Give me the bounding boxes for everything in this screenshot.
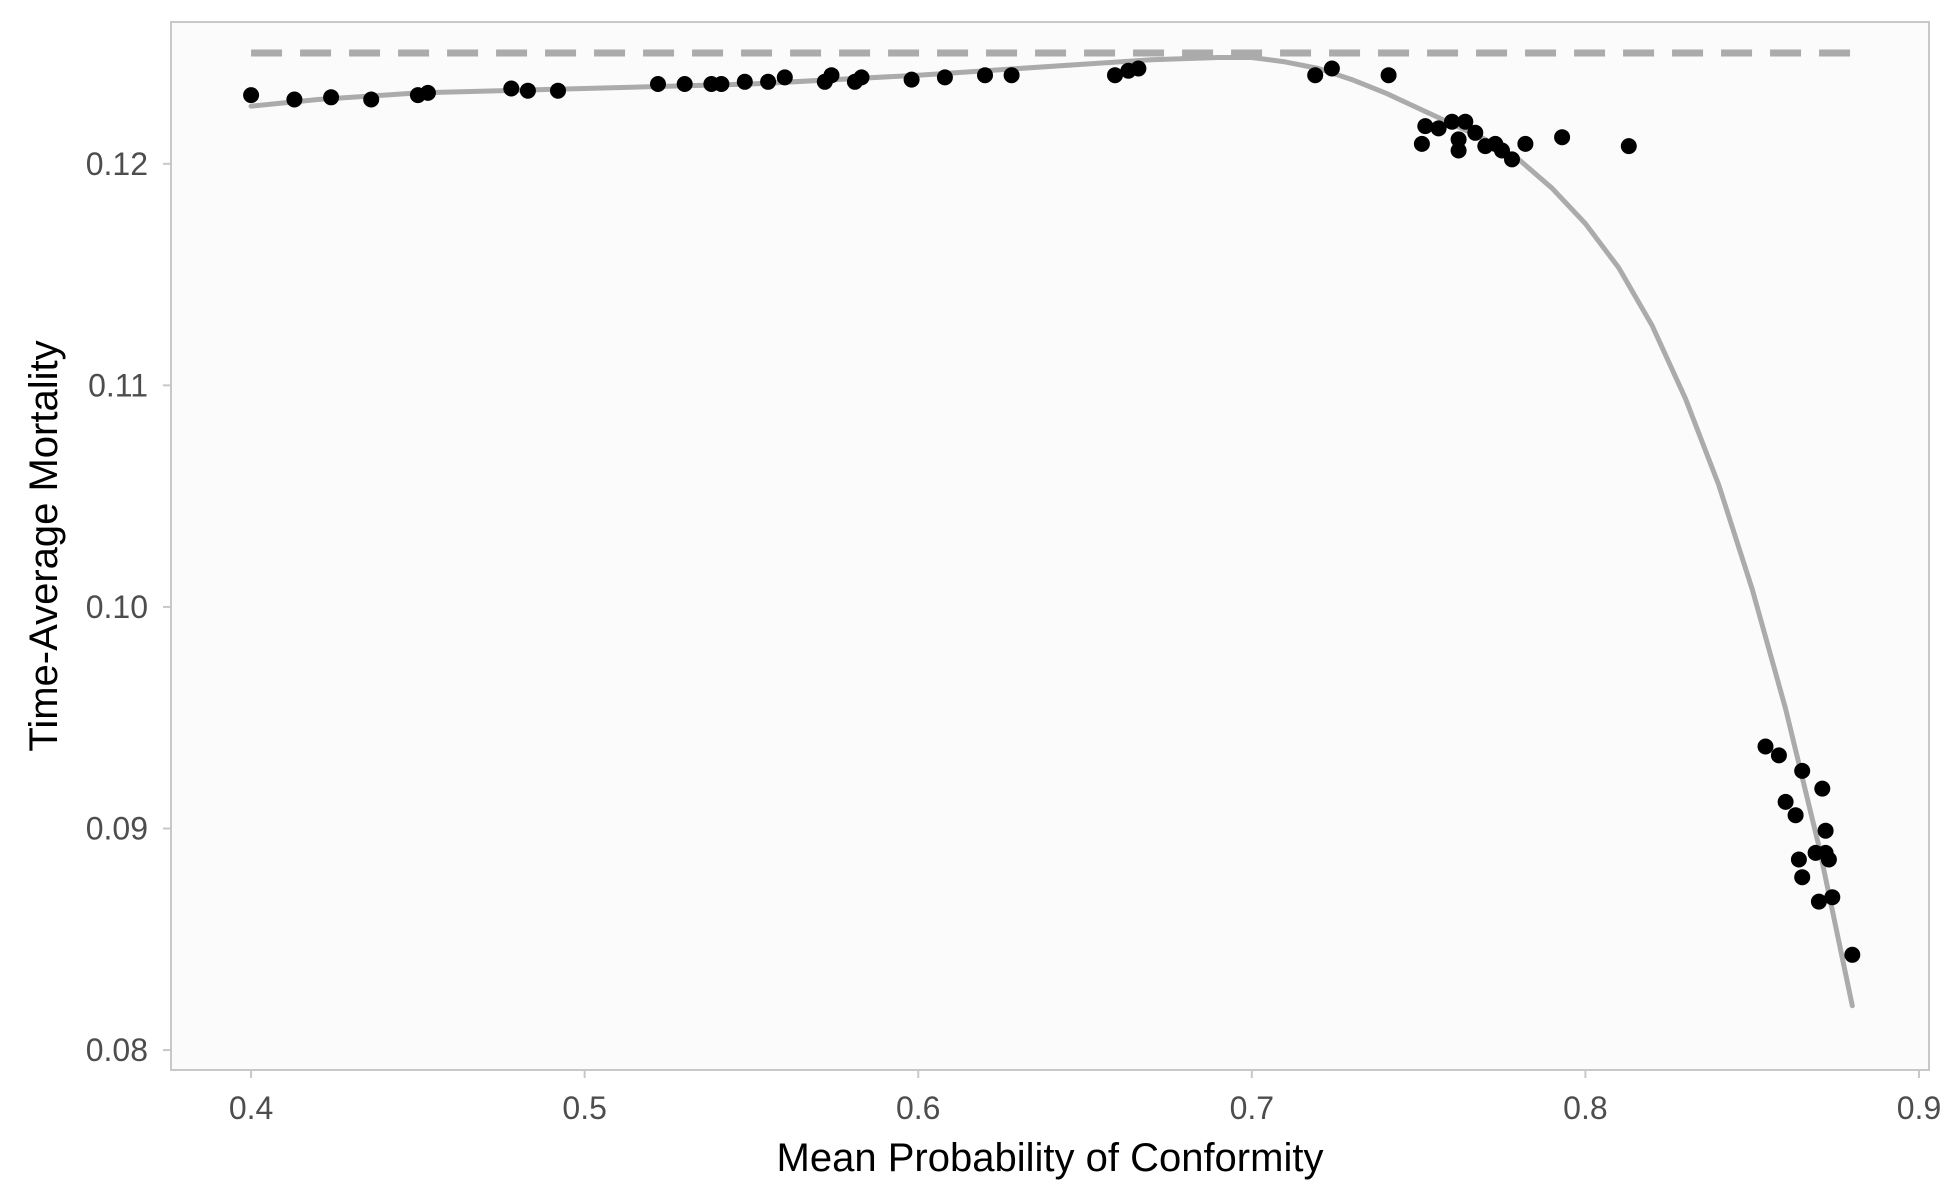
data-point-55 — [1817, 822, 1834, 839]
y-tick-label: 0.08 — [86, 1032, 148, 1068]
plot-panel — [170, 21, 1930, 1071]
data-point-58 — [1824, 889, 1841, 906]
x-tick-label: 0.7 — [1230, 1090, 1274, 1126]
data-point-32 — [1430, 120, 1447, 137]
data-point-26 — [1130, 60, 1147, 77]
data-point-59 — [1844, 946, 1861, 963]
y-axis-ticks: 0.08 0.09 0.10 0.11 0.12 — [86, 146, 171, 1068]
data-point-23 — [1003, 67, 1020, 84]
data-point-37 — [1467, 124, 1484, 141]
x-tick-label: 0.4 — [229, 1090, 273, 1126]
data-point-51 — [1794, 762, 1811, 779]
data-point-53 — [1810, 893, 1827, 910]
data-point-8 — [550, 82, 566, 99]
data-point-49 — [1790, 851, 1807, 868]
data-point-34 — [1450, 131, 1467, 148]
y-tick-label: 0.09 — [86, 810, 148, 846]
data-point-33 — [1444, 113, 1460, 130]
data-point-50 — [1794, 869, 1811, 886]
data-point-12 — [713, 76, 730, 92]
data-point-27 — [1307, 67, 1324, 84]
y-tick-label: 0.11 — [88, 367, 148, 403]
data-point-9 — [650, 76, 666, 92]
data-point-57 — [1820, 851, 1837, 868]
data-point-1 — [286, 91, 303, 108]
x-axis-title: Mean Probability of Conformity — [777, 1136, 1324, 1180]
data-point-10 — [676, 76, 693, 92]
data-point-0 — [243, 87, 260, 104]
data-point-5 — [419, 84, 436, 101]
data-point-19 — [853, 69, 870, 86]
data-point-22 — [977, 67, 993, 84]
data-point-48 — [1787, 807, 1804, 824]
y-tick-label: 0.10 — [86, 589, 148, 625]
data-point-42 — [1517, 135, 1534, 152]
data-point-20 — [903, 71, 920, 88]
data-point-54 — [1814, 780, 1831, 797]
data-point-29 — [1380, 67, 1397, 84]
data-point-14 — [760, 73, 777, 90]
data-point-45 — [1757, 738, 1774, 755]
y-tick-label: 0.12 — [86, 146, 148, 182]
data-point-43 — [1554, 129, 1571, 146]
data-point-35 — [1450, 142, 1467, 159]
data-point-21 — [936, 69, 953, 86]
x-tick-label: 0.5 — [562, 1090, 606, 1126]
data-point-46 — [1770, 747, 1787, 764]
data-point-36 — [1457, 113, 1474, 130]
data-point-13 — [736, 73, 753, 90]
data-point-28 — [1323, 60, 1340, 77]
data-points — [243, 60, 1861, 963]
data-point-2 — [323, 89, 340, 106]
data-point-17 — [823, 67, 840, 84]
data-point-31 — [1417, 118, 1434, 135]
data-point-3 — [363, 91, 380, 108]
data-point-15 — [776, 69, 793, 86]
data-point-41 — [1504, 151, 1520, 168]
data-point-30 — [1413, 135, 1430, 152]
data-point-44 — [1620, 138, 1637, 155]
x-tick-label: 0.9 — [1897, 1090, 1941, 1126]
data-point-6 — [503, 80, 520, 97]
x-tick-label: 0.6 — [896, 1090, 940, 1126]
data-point-47 — [1777, 793, 1794, 810]
x-tick-label: 0.8 — [1563, 1090, 1607, 1126]
data-point-7 — [519, 82, 536, 99]
y-axis-title: Time-Average Mortality — [22, 340, 66, 751]
x-axis-ticks: 0.4 0.5 0.6 0.7 0.8 0.9 — [229, 1070, 1941, 1126]
data-point-24 — [1107, 67, 1123, 84]
